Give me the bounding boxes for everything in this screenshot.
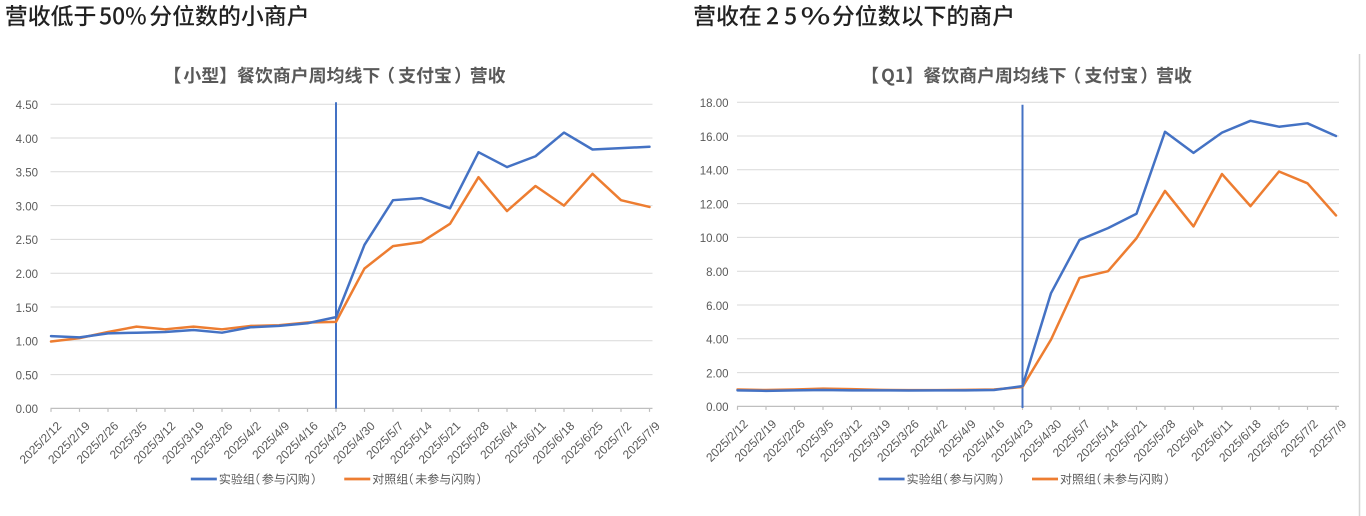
svg-text:1.50: 1.50 bbox=[16, 303, 38, 315]
svg-text:10.00: 10.00 bbox=[700, 233, 729, 245]
svg-text:18.00: 18.00 bbox=[700, 98, 729, 110]
svg-text:8.00: 8.00 bbox=[706, 267, 728, 279]
svg-text:0.00: 0.00 bbox=[16, 404, 38, 416]
svg-text:3.50: 3.50 bbox=[16, 168, 38, 180]
svg-text:3.00: 3.00 bbox=[16, 201, 38, 213]
svg-text:0.50: 0.50 bbox=[16, 370, 38, 382]
svg-text:4.00: 4.00 bbox=[16, 134, 38, 146]
svg-text:16.00: 16.00 bbox=[700, 132, 729, 144]
svg-text:2.00: 2.00 bbox=[16, 269, 38, 281]
svg-text:6.00: 6.00 bbox=[706, 301, 728, 313]
svg-text:2.50: 2.50 bbox=[16, 235, 38, 247]
svg-text:1.00: 1.00 bbox=[16, 337, 38, 349]
svg-text:4.00: 4.00 bbox=[706, 335, 728, 347]
svg-text:14.00: 14.00 bbox=[700, 166, 729, 178]
svg-text:2.00: 2.00 bbox=[706, 368, 728, 380]
svg-text:0.00: 0.00 bbox=[706, 402, 728, 414]
svg-text:12.00: 12.00 bbox=[700, 199, 729, 211]
svg-text:4.50: 4.50 bbox=[16, 100, 38, 112]
